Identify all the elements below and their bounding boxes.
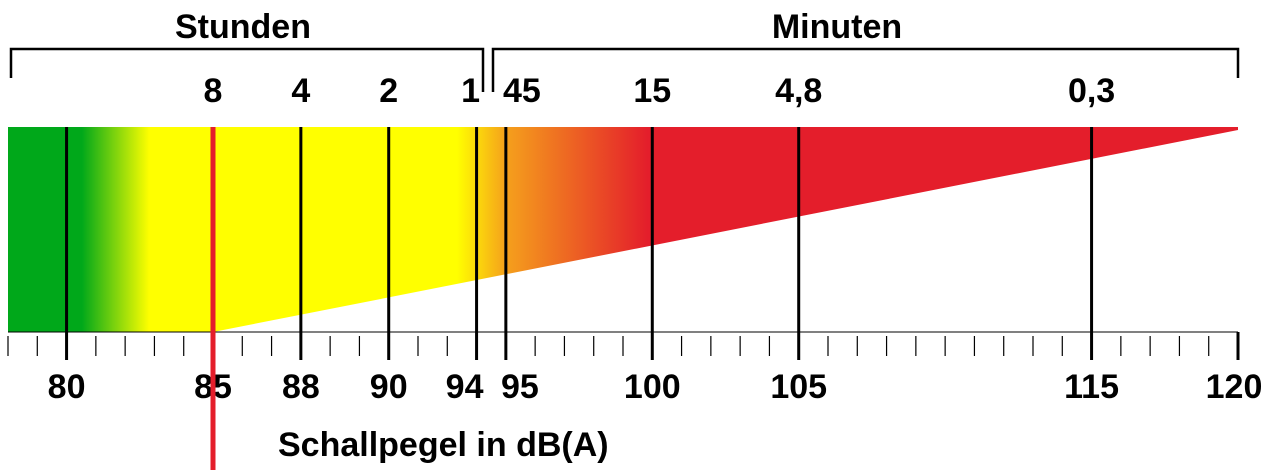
minutes-bracket bbox=[491, 47, 1240, 92]
db-tick-label: 88 bbox=[282, 368, 320, 406]
duration-label: 1 bbox=[461, 72, 480, 110]
db-tick-label: 120 bbox=[1206, 368, 1263, 406]
db-tick-label: 90 bbox=[370, 368, 408, 406]
hours-label: Stunden bbox=[175, 8, 311, 46]
marker-lines bbox=[65, 127, 1240, 360]
db-tick-label: 95 bbox=[501, 368, 539, 406]
duration-label: 2 bbox=[379, 72, 398, 110]
db-tick-label: 105 bbox=[770, 368, 827, 406]
duration-label: 8 bbox=[204, 72, 223, 110]
db-tick-label: 115 bbox=[1064, 368, 1119, 406]
duration-label: 0,3 bbox=[1068, 72, 1115, 110]
minutes-label: Minuten bbox=[772, 8, 902, 46]
axis-label: Schallpegel in dB(A) bbox=[278, 426, 609, 464]
exposure-band bbox=[8, 127, 1238, 332]
duration-label: 4 bbox=[291, 72, 310, 110]
duration-label: 45 bbox=[503, 72, 541, 110]
db-tick-label: 94 bbox=[446, 368, 484, 406]
duration-labels: 8 4 2 1 45 15 4,8 0,3 bbox=[204, 72, 1116, 110]
hours-bracket bbox=[9, 47, 485, 92]
tick-labels: 808588909495100105115120 bbox=[48, 368, 1263, 406]
duration-label: 4,8 bbox=[775, 72, 822, 110]
db-tick-label: 100 bbox=[624, 368, 681, 406]
db-tick-label: 80 bbox=[48, 368, 86, 406]
duration-label: 15 bbox=[633, 72, 671, 110]
minor-ticks bbox=[7, 336, 1239, 356]
